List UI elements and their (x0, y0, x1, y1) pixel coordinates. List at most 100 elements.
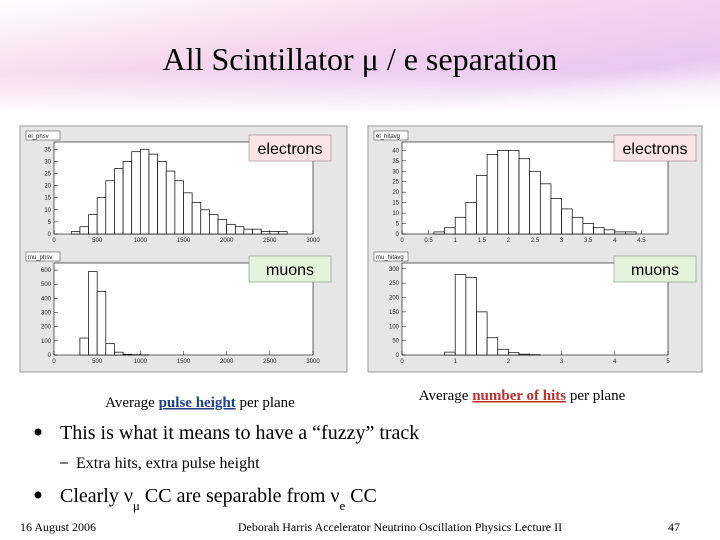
y-tick-label: 50 (392, 339, 399, 345)
y-tick-label: 250 (389, 281, 400, 287)
x-tick-label: 1000 (134, 238, 148, 244)
y-tick-label: 5 (396, 222, 400, 228)
x-tick-label: 0 (52, 359, 56, 365)
y-tick-label: 0 (396, 232, 400, 238)
histogram-title: el_phsv (28, 134, 49, 140)
bullet: Clearly νμ CC are separable from νe CC (60, 485, 377, 513)
histogram-bar (105, 343, 115, 356)
histogram-bar (269, 231, 279, 235)
histogram-bar (96, 197, 107, 235)
bullet-part: μ (133, 498, 140, 513)
histogram-bar (209, 214, 219, 235)
histogram-bar (79, 226, 89, 235)
x-tick-label: 0.5 (424, 238, 433, 244)
y-tick-label: 0 (48, 232, 52, 238)
x-tick-label: 0 (52, 238, 56, 244)
histogram-bar (486, 337, 499, 356)
y-tick-label: 0 (48, 353, 52, 359)
caption: Average pulse height per plane (105, 395, 295, 411)
histogram-bar (508, 352, 520, 356)
histogram-title-box (25, 251, 61, 262)
histogram-bar (539, 183, 552, 235)
footer-author: Deborah Harris Accelerator Neutrino Osci… (238, 520, 562, 534)
y-tick-label: 35 (44, 147, 51, 153)
y-tick-label: 300 (389, 267, 400, 273)
x-tick-label: 2500 (263, 359, 277, 365)
bullet-marker (34, 491, 42, 499)
histogram-bar (122, 353, 133, 356)
bullet-part: CC are separable from ν (140, 485, 340, 507)
histogram-bar (486, 154, 499, 235)
histogram-bar (465, 202, 477, 235)
x-tick-label: 3000 (306, 238, 320, 244)
x-tick-label: 4 (613, 238, 617, 244)
y-tick-label: 400 (41, 296, 52, 302)
caption-part: number of hits (472, 388, 566, 404)
histogram-bar (614, 231, 626, 235)
histogram-bar (454, 274, 467, 356)
histogram-bar (165, 170, 176, 235)
y-tick-label: 25 (44, 171, 51, 177)
x-tick-label: 2.5 (531, 238, 540, 244)
histogram-bar (122, 161, 133, 235)
x-tick-label: 4 (613, 359, 617, 365)
x-tick-label: 1000 (134, 359, 148, 365)
histogram-bar (88, 214, 98, 235)
annotation: electrons (258, 141, 323, 158)
histogram-bar (217, 219, 228, 235)
histogram-bar (444, 351, 456, 356)
histogram-bar (96, 290, 107, 356)
y-tick-label: 30 (392, 169, 399, 175)
x-tick-label: 2000 (220, 238, 234, 244)
histogram-bar (550, 198, 562, 235)
histogram-bar (476, 175, 488, 235)
x-tick-label: 1.5 (478, 238, 487, 244)
histogram-bar (476, 311, 488, 356)
x-tick-label: 5 (666, 359, 670, 365)
bullet-part: Extra hits, extra pulse height (76, 455, 260, 472)
histogram-title-box (25, 130, 61, 141)
caption-part: per plane (566, 388, 625, 404)
y-tick-label: 15 (44, 196, 51, 202)
annotation: muons (631, 262, 679, 279)
x-tick-label: 1500 (177, 238, 191, 244)
histogram-bar (79, 337, 89, 356)
footer-date: 16 August 2006 (20, 520, 96, 534)
histogram-bar (88, 271, 98, 356)
y-tick-label: 40 (392, 148, 399, 154)
y-tick-label: 20 (44, 184, 51, 190)
x-tick-label: 2000 (220, 359, 234, 365)
histogram-bar (131, 151, 141, 235)
histogram-bar (226, 223, 236, 235)
histogram-bar (571, 216, 584, 235)
y-tick-label: 30 (44, 159, 51, 165)
histogram-bar (497, 348, 509, 356)
caption-part: Average (105, 395, 158, 411)
x-tick-label: 4.5 (637, 238, 646, 244)
x-tick-label: 3000 (306, 359, 320, 365)
x-tick-label: 2500 (263, 238, 277, 244)
x-tick-label: 3.5 (584, 238, 593, 244)
bullet-part: Clearly ν (60, 485, 133, 507)
y-tick-label: 500 (41, 282, 52, 288)
histogram-title-box (373, 130, 409, 141)
bullet-marker (34, 428, 42, 436)
histogram-bar (243, 228, 253, 235)
histogram-bar (157, 161, 167, 235)
y-tick-label: 5 (48, 220, 52, 226)
x-tick-label: 2 (507, 238, 511, 244)
histogram-bar (278, 231, 288, 235)
x-tick-label: 1 (454, 359, 458, 365)
histogram-bar (191, 202, 202, 235)
x-tick-label: 2 (507, 359, 511, 365)
bullet: This is what it means to have a “fuzzy” … (60, 422, 419, 444)
y-tick-label: 10 (44, 208, 51, 214)
slide-title: All Scintillator μ / e separation (163, 41, 558, 77)
histogram-bar (454, 216, 467, 235)
histogram-bar (518, 353, 531, 356)
histogram-bar (561, 208, 573, 235)
y-tick-label: 600 (41, 268, 52, 274)
histogram-bar (465, 277, 477, 356)
